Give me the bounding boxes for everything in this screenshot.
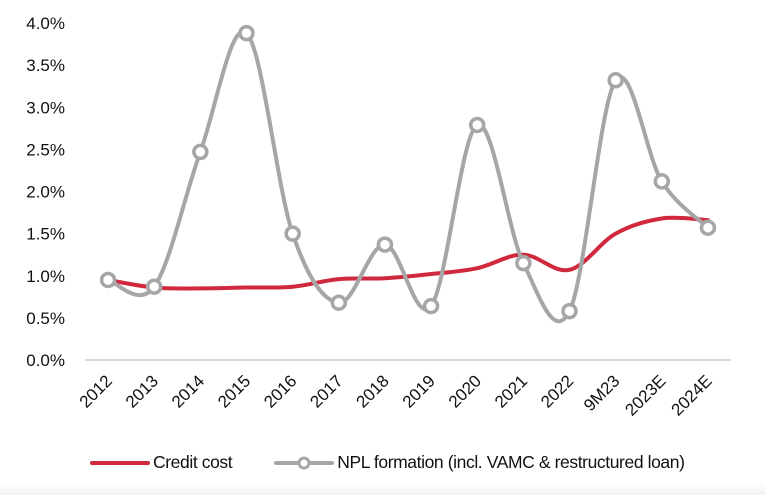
y-tick-label: 3.5%	[26, 56, 65, 75]
y-tick-label: 2.0%	[26, 183, 65, 202]
y-axis-ticks: 0.0% 0.5% 1.0% 1.5% 2.0% 2.5% 3.0% 3.5% 4.0%	[26, 14, 65, 370]
y-tick-label: 0.5%	[26, 309, 65, 328]
npl-formation-marker	[284, 225, 301, 242]
series-markers	[99, 24, 717, 320]
legend-line-marker-icon	[274, 456, 335, 469]
npl-formation-marker	[99, 271, 117, 289]
x-tick-label: 2017	[306, 371, 346, 411]
x-tick-label: 2020	[445, 371, 485, 411]
line-chart: 0.0% 0.5% 1.0% 1.5% 2.0% 2.5% 3.0% 3.5% 4.0% 201…	[26, 14, 731, 420]
y-tick-label: 2.5%	[26, 140, 65, 159]
x-tick-label: 2014	[168, 371, 208, 411]
legend-line-red-icon	[90, 460, 150, 465]
y-tick-label: 1.0%	[26, 267, 65, 286]
npl-formation-marker	[376, 236, 394, 253]
y-tick-label: 1.5%	[26, 225, 65, 244]
x-tick-label: 2013	[122, 371, 162, 411]
y-tick-label: 3.0%	[26, 98, 65, 117]
x-tick-label: 2024E	[668, 371, 716, 419]
npl-formation-marker	[145, 278, 163, 295]
series-line-npl-formation	[106, 29, 710, 323]
npl-formation-marker	[422, 297, 440, 315]
x-tick-label: 2016	[260, 371, 300, 411]
x-tick-label: 9M23	[580, 371, 624, 415]
x-tick-label: 2019	[399, 371, 439, 411]
x-tick-label: 2015	[214, 371, 254, 411]
legend-item-npl-formation[interactable]: NPL formation (incl. VAMC & restructured…	[274, 452, 685, 473]
bottom-fade	[0, 483, 765, 495]
npl-formation-marker	[561, 302, 578, 320]
y-tick-label: 4.0%	[26, 14, 65, 33]
npl-formation-marker	[238, 24, 255, 42]
npl-formation-marker	[330, 294, 348, 311]
npl-formation-marker	[468, 116, 486, 134]
y-tick-label: 0.0%	[26, 351, 65, 370]
legend-label-credit-cost: Credit cost	[153, 452, 233, 472]
x-tick-label: 2012	[76, 371, 116, 411]
npl-formation-marker	[515, 254, 532, 272]
series-line-credit-cost	[106, 215, 710, 291]
legend: Credit cost NPL formation (incl. VAMC & …	[90, 452, 727, 473]
legend-item-credit-cost[interactable]: Credit cost	[90, 452, 233, 473]
x-tick-label: 2021	[491, 371, 531, 411]
npl-formation-marker	[699, 219, 717, 236]
x-axis-ticks: 2012 2013 2014 2015 2016 2017 2018 2019 2020 2021…	[76, 371, 716, 419]
x-tick-label: 2022	[537, 371, 577, 411]
npl-formation-marker	[653, 173, 671, 190]
legend-label-npl-formation: NPL formation (incl. VAMC & restructured…	[337, 452, 685, 472]
x-tick-label: 2023E	[621, 371, 669, 419]
npl-formation-marker	[192, 143, 209, 161]
series-lines	[106, 29, 710, 323]
x-tick-label: 2018	[353, 371, 393, 411]
npl-formation-marker	[607, 72, 624, 89]
